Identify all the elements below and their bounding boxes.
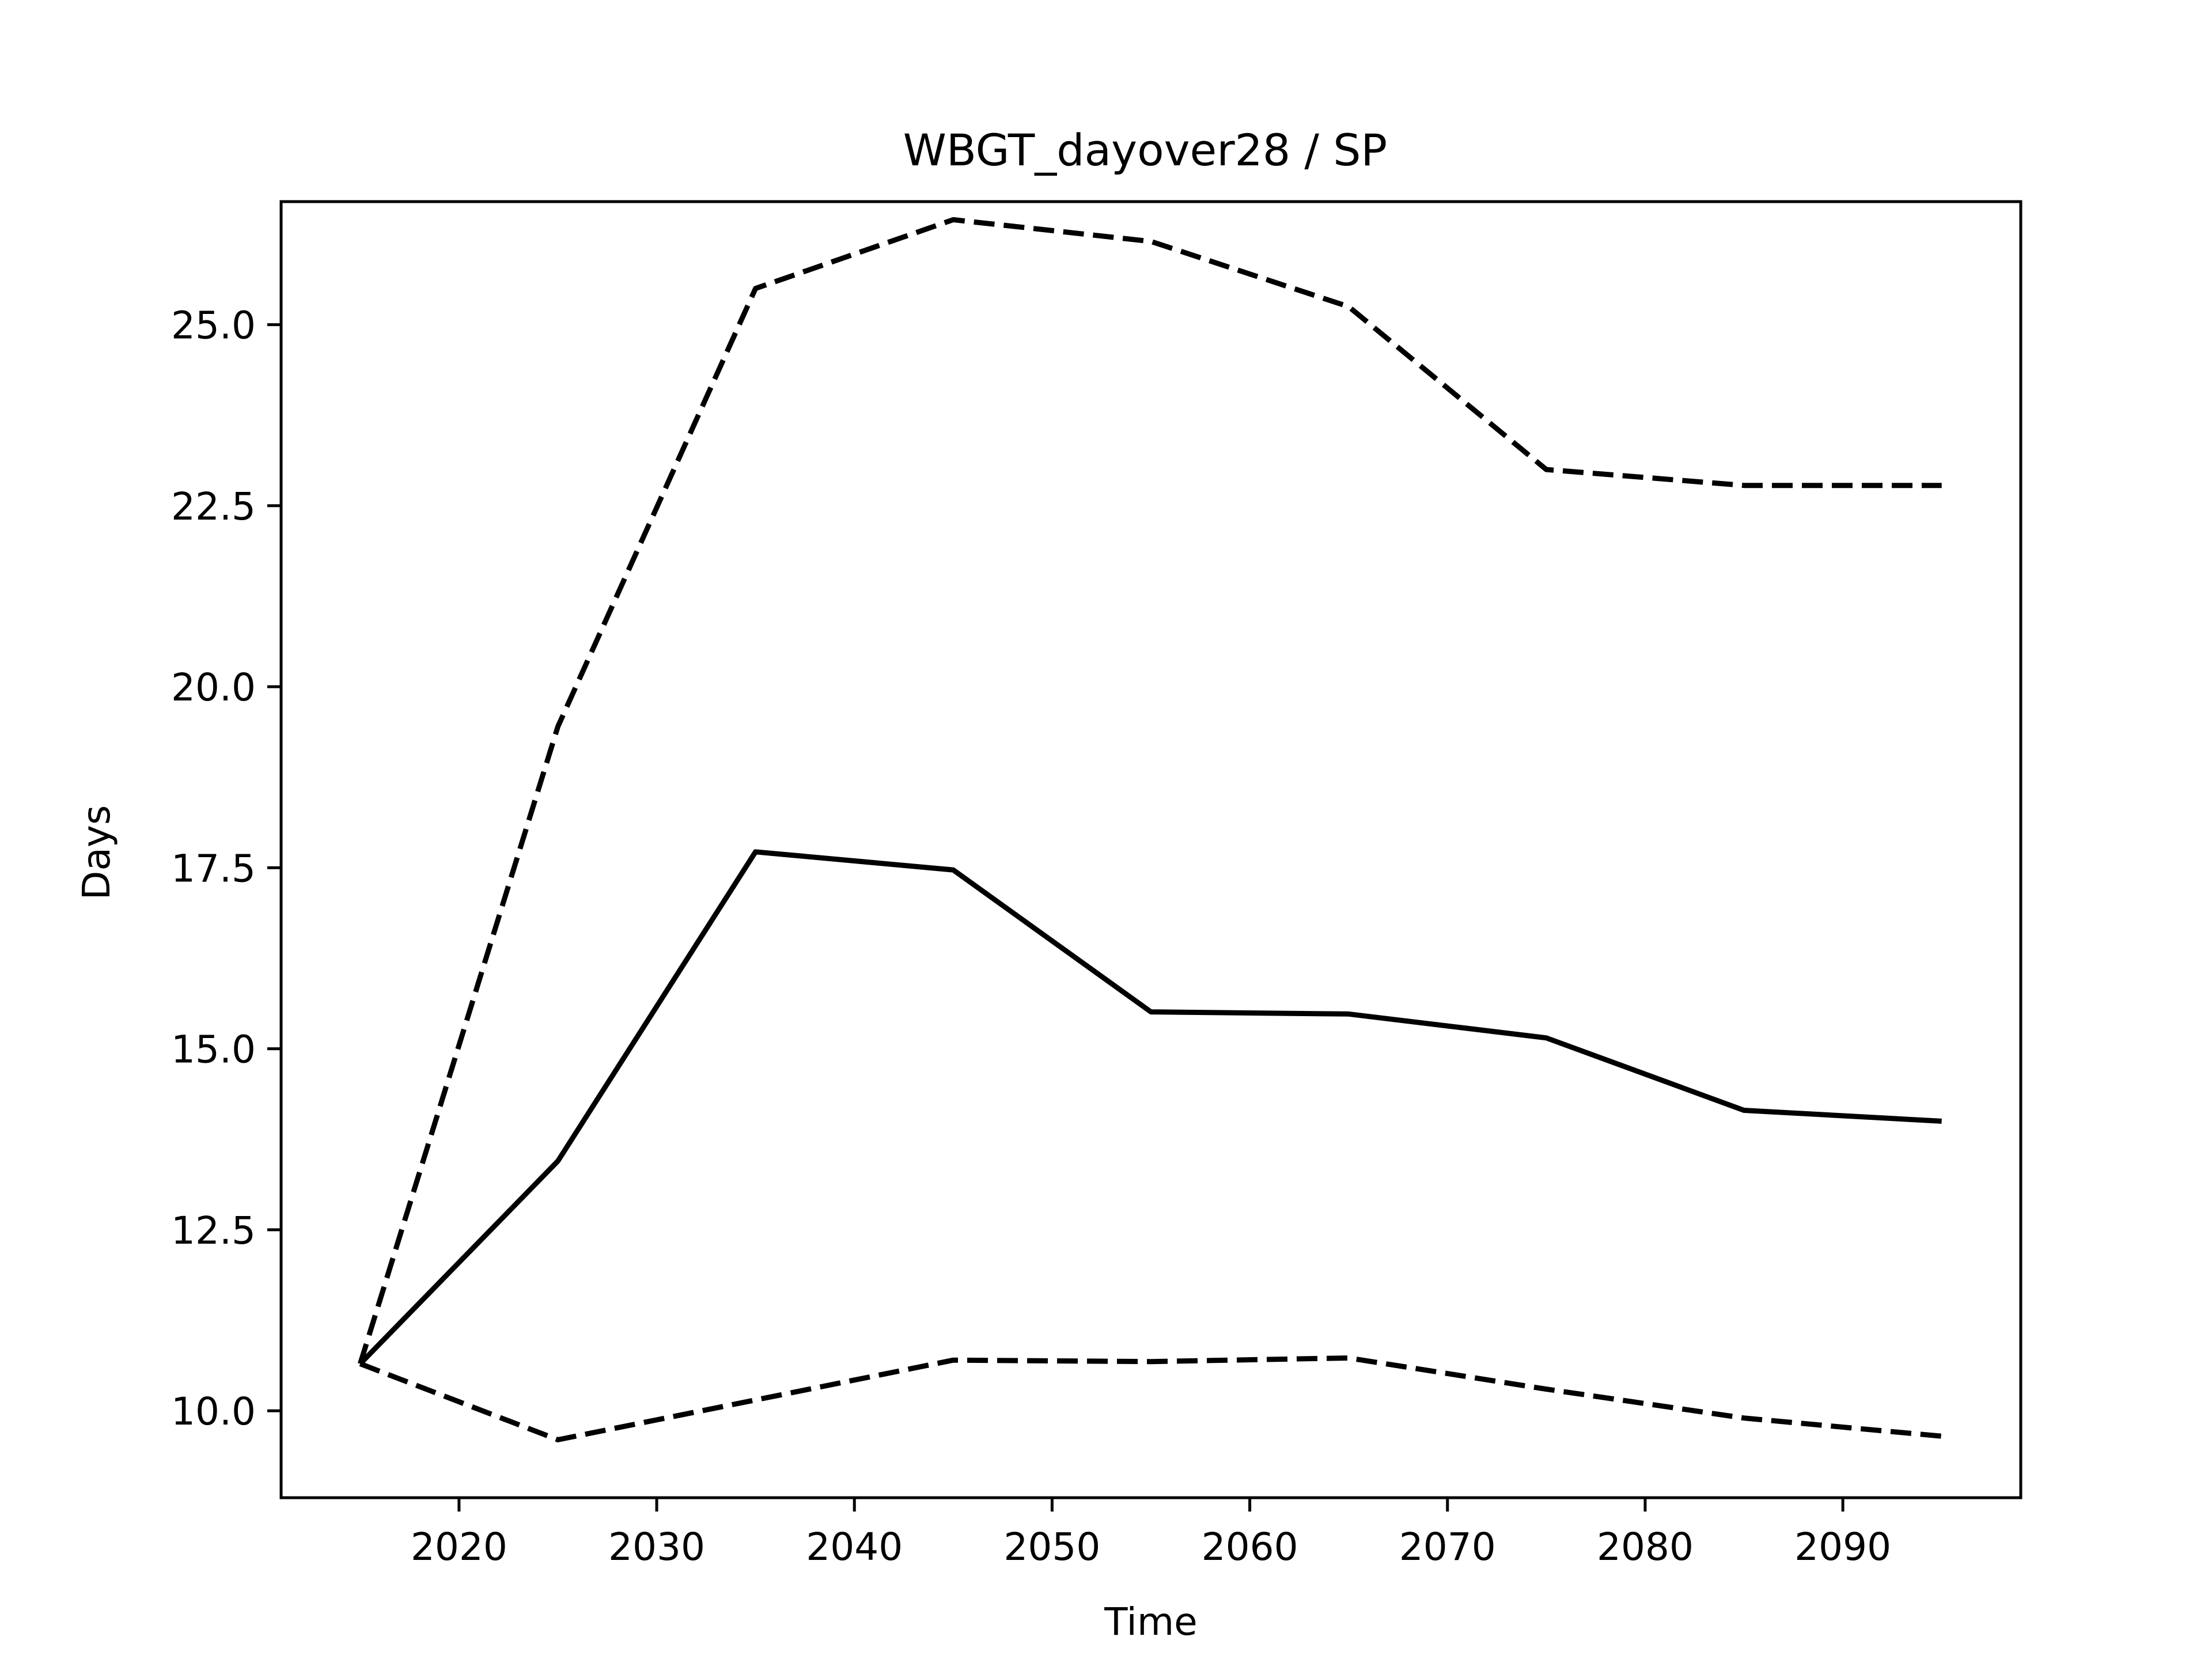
y-tick-label: 22.5 bbox=[171, 484, 256, 529]
chart-title: WBGT_dayover28 / SP bbox=[903, 124, 1388, 176]
y-axis-label: Days bbox=[74, 805, 119, 900]
y-tick-label: 17.5 bbox=[171, 846, 256, 891]
series-line-3-dashed bbox=[359, 1355, 1942, 1442]
x-tick-label: 2050 bbox=[1003, 1525, 1100, 1569]
x-axis-label: Time bbox=[1104, 1600, 1198, 1644]
x-tick-label: 2020 bbox=[411, 1525, 507, 1569]
series-line-2-dashed bbox=[358, 217, 1942, 1365]
x-tick-label: 2040 bbox=[806, 1525, 903, 1569]
x-tick-label: 2030 bbox=[608, 1525, 705, 1569]
x-tick-label: 2080 bbox=[1597, 1525, 1694, 1569]
x-tick-label: 2060 bbox=[1202, 1525, 1298, 1569]
series-line-1-solid bbox=[358, 849, 1942, 1366]
series-layer bbox=[358, 217, 1942, 1442]
y-tick-label: 25.0 bbox=[171, 304, 256, 348]
y-axis-ticks: 10.0 12.5 15.0 17.5 20.0 22.5 25.0 bbox=[171, 304, 281, 1434]
y-tick-label: 20.0 bbox=[171, 665, 256, 710]
y-tick-label: 15.0 bbox=[171, 1028, 256, 1072]
y-tick-label: 10.0 bbox=[171, 1389, 256, 1434]
x-axis-ticks: 2020 2030 2040 2050 2060 2070 2080 2090 bbox=[411, 1498, 1891, 1569]
x-tick-label: 2070 bbox=[1399, 1525, 1496, 1569]
plot-frame bbox=[279, 200, 2022, 1499]
x-tick-label: 2090 bbox=[1794, 1525, 1891, 1569]
y-tick-label: 12.5 bbox=[171, 1209, 256, 1253]
